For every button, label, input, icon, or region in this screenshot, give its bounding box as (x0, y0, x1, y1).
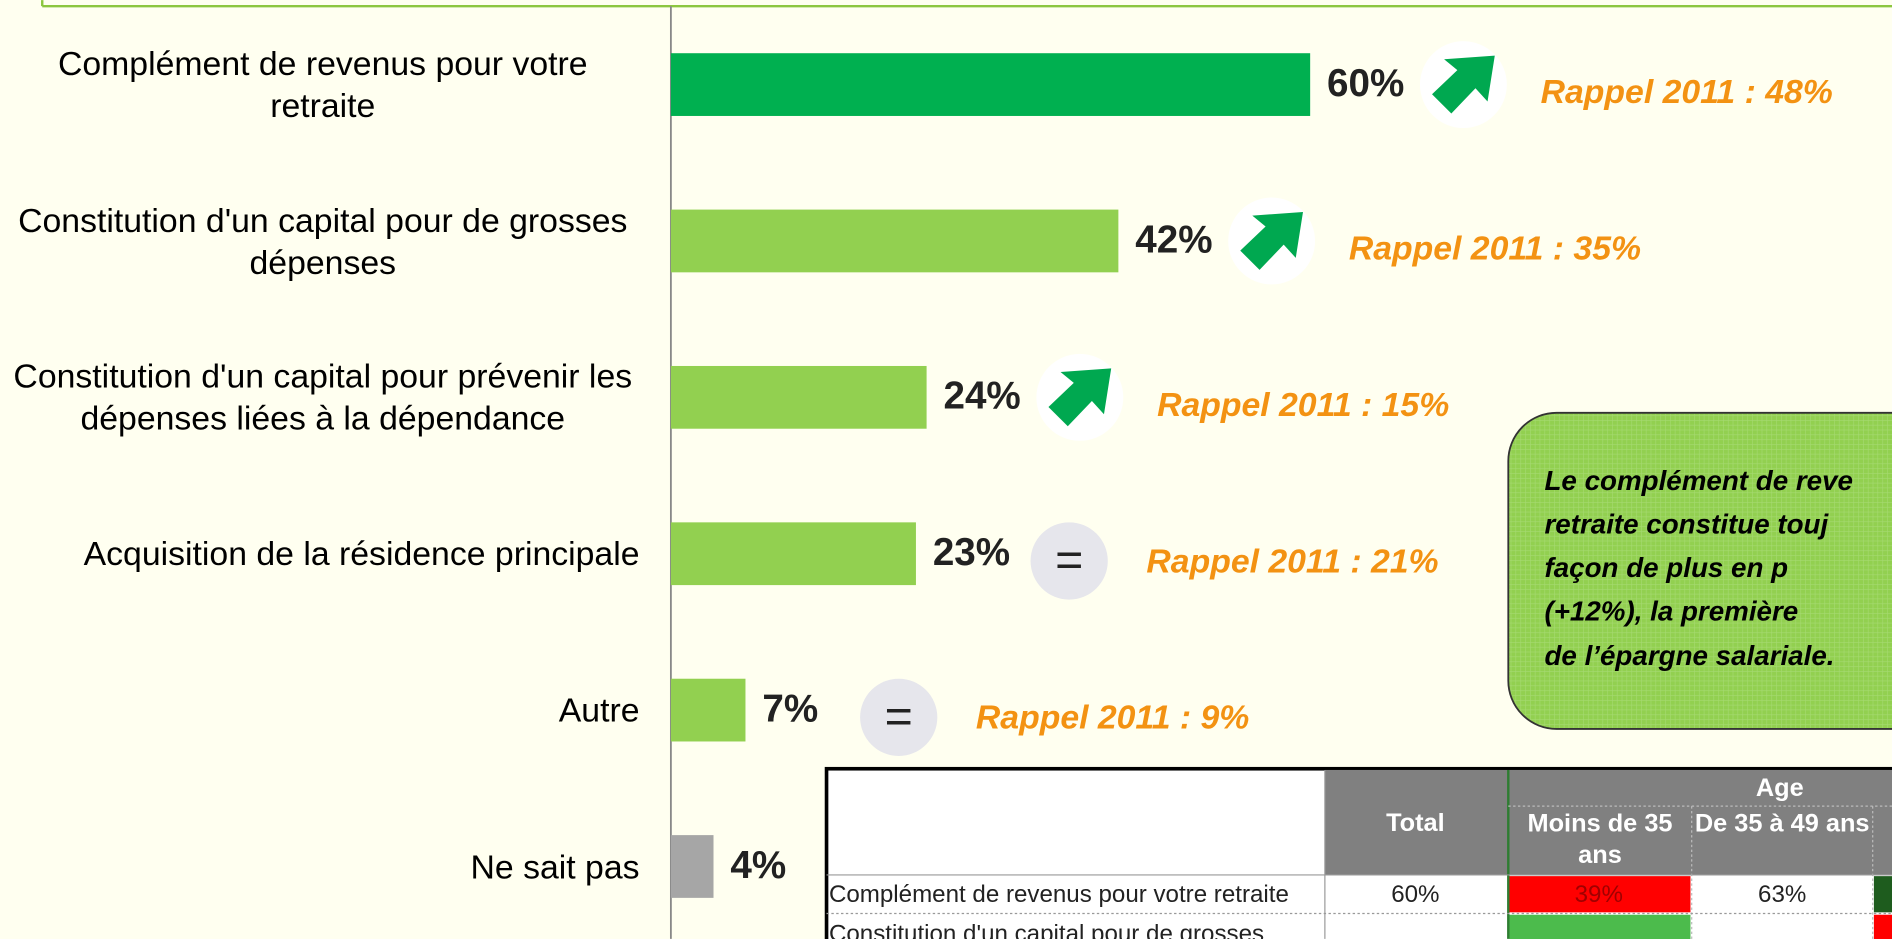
value-label: 23% (933, 531, 1010, 574)
callout-line: retraite constitue touj (1544, 509, 1829, 540)
icon-arrow (1240, 212, 1303, 270)
rappel-label: Rappel 2011 : 48% (1541, 73, 1833, 111)
callout-box (1507, 411, 1892, 730)
table: Total Age Moins de 35 ans De 35 à 49 ans… (824, 766, 1892, 939)
category-label-box: Ne sait pas (0, 818, 640, 915)
category-label: Ne sait pas (0, 818, 640, 915)
category-label-box: Constitution d'un capital pour prévenir … (0, 349, 640, 446)
callout: Le complément de reve retraite constitue… (1544, 465, 1852, 671)
trend-equal: = (885, 690, 913, 744)
rappel-label: Rappel 2011 : 35% (1349, 230, 1641, 268)
table-cell: 60% (1391, 881, 1439, 908)
category-label: Acquisition de la résidence principale (0, 505, 640, 602)
trend-equal-icon (860, 678, 938, 756)
icon-arrow (1432, 55, 1495, 114)
icon-arrow (1048, 368, 1112, 427)
table-subheader: Moins de 35 ans (1527, 809, 1673, 869)
trend-up-icon (1419, 41, 1507, 129)
category-label-box: Acquisition de la résidence principale (0, 505, 640, 602)
category-label: Constitution d'un capital pour de grosse… (0, 193, 640, 290)
value-label: 60% (1327, 62, 1404, 105)
category-text: Autre (558, 691, 640, 729)
table-subheader-text: Moins de 35 ans (1527, 809, 1673, 869)
table-subheader: De 35 à 49 ans (1694, 809, 1870, 838)
callout-line: de l’épargne salariale. (1544, 640, 1834, 671)
bar (670, 522, 916, 586)
rappel-label: Rappel 2011 : 9% (976, 699, 1249, 737)
cell-highlight (1509, 914, 1691, 939)
category-label-box: Complément de revenus pour votre retrait… (0, 36, 640, 133)
trend-up-icon (1036, 353, 1124, 441)
category-text: Constitution d'un capital pour de grosse… (18, 201, 628, 281)
bar (670, 365, 927, 429)
bar (670, 678, 746, 742)
cell-highlight (1873, 914, 1892, 939)
category-label: Constitution d'un capital pour prévenir … (0, 349, 640, 446)
trend-equal: = (1055, 533, 1083, 587)
bar (670, 209, 1119, 273)
table-group-header: Age (1756, 774, 1804, 802)
trend-up-icon (1228, 197, 1316, 285)
callout-line: (+12%), la première (1544, 595, 1798, 626)
category-label-box: Autre (0, 662, 640, 759)
value-label: 24% (943, 375, 1020, 418)
table-header (1324, 769, 1892, 875)
category-label: Autre (0, 662, 640, 759)
callout-line: façon de plus en p (1544, 552, 1788, 583)
trend-equal-icon (1030, 522, 1108, 600)
value-label: 7% (762, 688, 818, 731)
category-text: Ne sait pas (470, 847, 640, 886)
cell-highlight (1873, 876, 1892, 913)
table-subheader-text: De 35 à 49 ans (1694, 809, 1870, 838)
table-cell: Constitution d'un capital pour de grosse… (829, 921, 1264, 939)
callout-line: Le complément de reve (1544, 465, 1852, 496)
category-text: Constitution d'un capital pour prévenir … (13, 357, 633, 438)
category-text: Complément de revenus pour votre retrait… (57, 44, 588, 125)
bar (670, 53, 1311, 116)
bar (670, 835, 714, 898)
table-cell: 63% (1758, 881, 1806, 908)
category-text: Acquisition de la résidence principale (83, 535, 640, 573)
rappel-label: Rappel 2011 : 15% (1157, 386, 1449, 424)
table-cell: Complément de revenus pour votre retrait… (829, 881, 1289, 908)
rappel-label: Rappel 2011 : 21% (1146, 542, 1438, 580)
value-label: 42% (1135, 218, 1212, 261)
table-cell: 39% (1575, 881, 1623, 908)
category-label: Complément de revenus pour votre retrait… (0, 36, 640, 133)
cell-highlight (1509, 876, 1691, 913)
table-header-cell: Total (1386, 809, 1445, 837)
value-label: 4% (730, 844, 786, 887)
category-label-box: Constitution d'un capital pour de grosse… (0, 193, 640, 290)
